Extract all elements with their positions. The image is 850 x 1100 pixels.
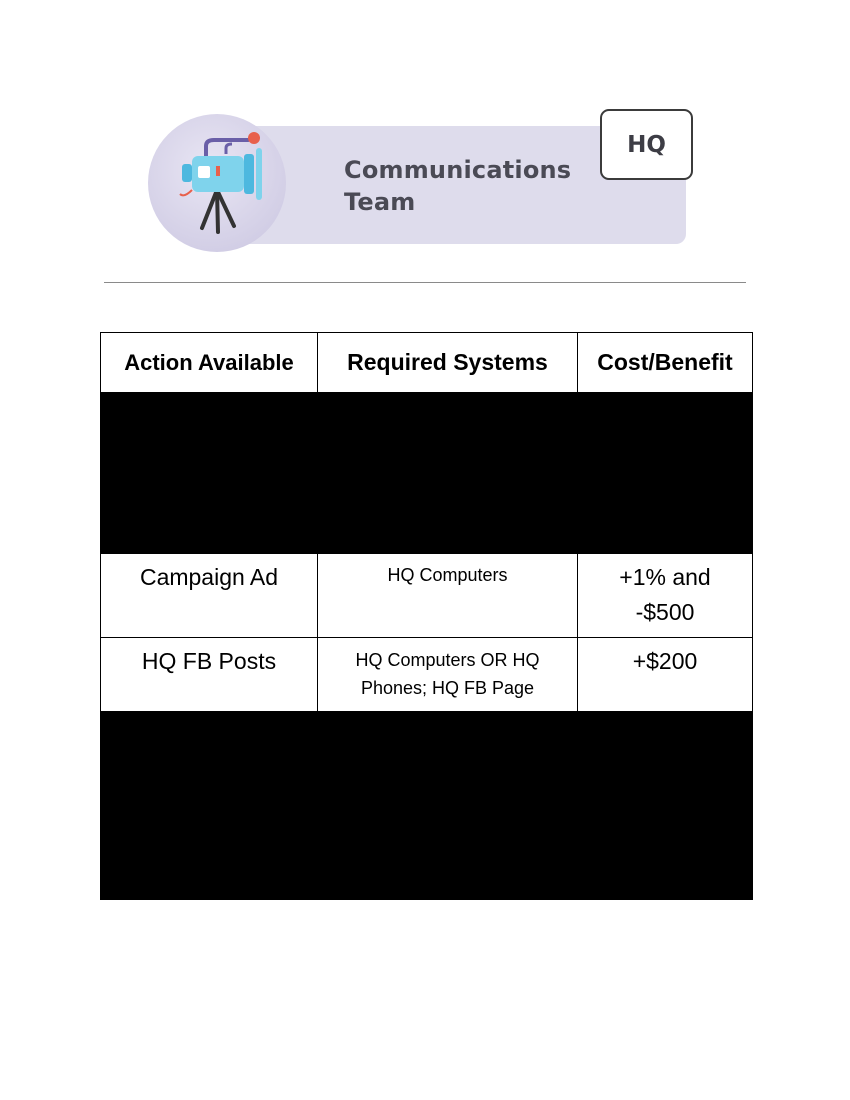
actions-table: Action Available Required Systems Cost/B…: [100, 332, 753, 900]
redacted-cell: [577, 392, 753, 554]
team-title-line2: Team: [344, 188, 416, 216]
redacted-row: [100, 392, 753, 554]
action-cell: Campaign Ad: [100, 553, 318, 638]
redacted-row: [100, 711, 753, 900]
header-divider: [104, 282, 746, 283]
systems-line: HQ Computers OR HQ: [355, 650, 540, 670]
hq-badge: HQ: [600, 109, 693, 180]
table-row: Campaign Ad HQ Computers +1% and -$500: [100, 553, 753, 638]
table-header-row: Action Available Required Systems Cost/B…: [100, 332, 753, 393]
redacted-cell: [577, 711, 753, 900]
redacted-cell: [317, 392, 578, 554]
table-row: HQ FB Posts HQ Computers OR HQ Phones; H…: [100, 637, 753, 712]
cost-line: -$500: [635, 599, 695, 625]
header-cost-benefit: Cost/Benefit: [577, 332, 753, 393]
redacted-cell: [317, 711, 578, 900]
header-required-systems: Required Systems: [317, 332, 578, 393]
action-cell: HQ FB Posts: [100, 637, 318, 712]
team-title-line1: Communications: [344, 156, 572, 184]
redacted-cell: [100, 711, 318, 900]
team-title: Communications Team: [344, 154, 571, 218]
systems-line: Phones; HQ FB Page: [360, 678, 535, 698]
cost-cell: +$200: [577, 637, 753, 712]
cost-line: +1% and: [619, 564, 711, 590]
video-camera-icon: [179, 132, 262, 234]
header-action-available: Action Available: [100, 332, 318, 393]
systems-cell: HQ Computers: [317, 553, 578, 638]
redacted-cell: [100, 392, 318, 554]
team-banner: Communications Team HQ: [148, 109, 708, 257]
systems-cell: HQ Computers OR HQ Phones; HQ FB Page: [317, 637, 578, 712]
cost-cell: +1% and -$500: [577, 553, 753, 638]
